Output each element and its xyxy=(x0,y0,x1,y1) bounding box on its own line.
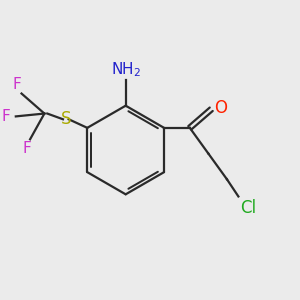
Text: O: O xyxy=(214,99,227,117)
Text: S: S xyxy=(61,110,71,128)
Text: F: F xyxy=(2,109,11,124)
Text: F: F xyxy=(13,77,22,92)
Text: Cl: Cl xyxy=(240,199,256,217)
Text: NH$_2$: NH$_2$ xyxy=(111,60,141,79)
Text: F: F xyxy=(23,141,32,156)
